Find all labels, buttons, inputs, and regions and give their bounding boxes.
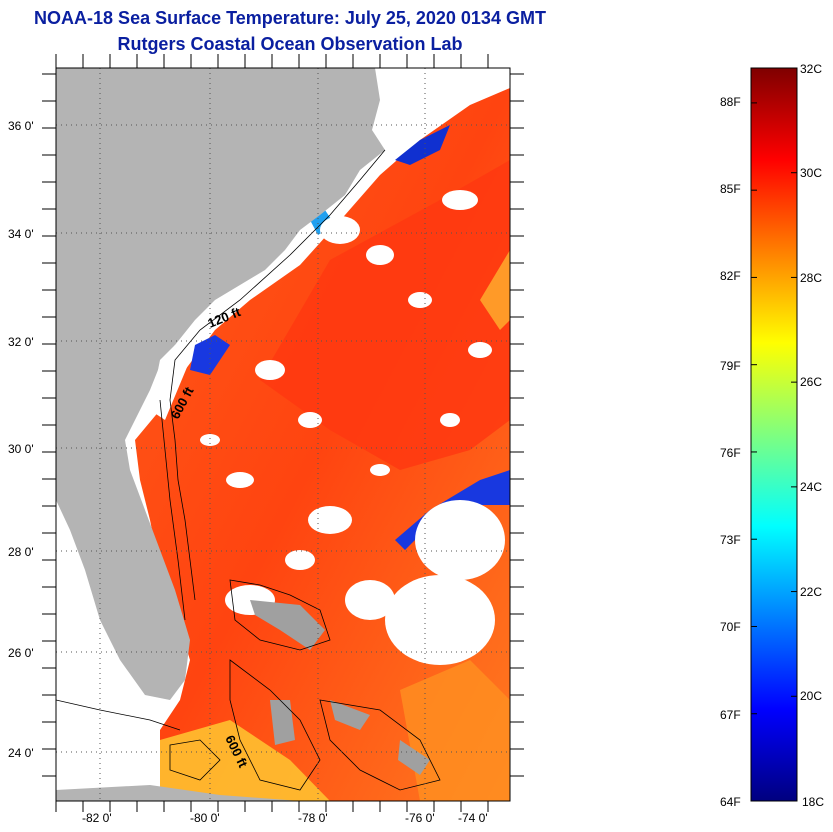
lon-tick-label: -82 0' — [82, 811, 112, 825]
fahrenheit-tick-label: 67F — [720, 708, 741, 722]
celsius-tick-label: 28C — [800, 271, 822, 285]
lon-tick-label: -78 0' — [298, 811, 328, 825]
sst-warm-patch — [260, 160, 510, 470]
cold-coastal-water — [395, 125, 450, 165]
celsius-tick-label: 24C — [800, 480, 822, 494]
bathymetry-contours — [56, 149, 441, 791]
land-us-coast — [56, 68, 385, 700]
colorbar-scale — [750, 67, 798, 802]
celsius-tick-label: 22C — [800, 585, 822, 599]
map-grid — [56, 68, 510, 801]
lat-tick-label: 30 0' — [8, 442, 34, 456]
map-frame — [55, 67, 511, 802]
bahamas-islands — [250, 600, 430, 775]
celsius-tick-label: 26C — [800, 375, 822, 389]
fahrenheit-tick-label: 85F — [720, 182, 741, 196]
lat-tick-label: 36 0' — [8, 119, 34, 133]
sst-cool-patch — [160, 720, 330, 801]
fahrenheit-tick-label: 64F — [720, 795, 741, 809]
celsius-tick-label: 30C — [800, 166, 822, 180]
map-title: NOAA-18 Sea Surface Temperature: July 25… — [34, 8, 546, 28]
lat-tick-label: 32 0' — [8, 335, 34, 349]
lat-tick-label: 24 0' — [8, 746, 34, 760]
fahrenheit-tick-label: 76F — [720, 446, 741, 460]
fahrenheit-ticks — [751, 102, 757, 802]
lon-tick-label: -74 0' — [458, 811, 488, 825]
lon-tick-label: -80 0' — [190, 811, 220, 825]
map-ticks — [42, 54, 524, 812]
lat-tick-label: 26 0' — [8, 646, 34, 660]
sst-cool-patch — [400, 660, 510, 801]
cloud-cover — [200, 190, 505, 665]
fahrenheit-tick-label: 88F — [720, 95, 741, 109]
fahrenheit-tick-label: 73F — [720, 533, 741, 547]
celsius-tick-label: 18C — [802, 795, 824, 809]
cold-coastal-water — [190, 335, 230, 375]
land-cuba — [56, 785, 300, 801]
celsius-tick-label: 32C — [800, 62, 822, 76]
fahrenheit-tick-label: 82F — [720, 269, 741, 283]
map-subtitle: Rutgers Coastal Ocean Observation Lab — [117, 34, 463, 54]
fahrenheit-tick-label: 79F — [720, 359, 741, 373]
lon-tick-label: -76 0' — [405, 811, 435, 825]
lat-tick-label: 28 0' — [8, 545, 34, 559]
celsius-ticks — [791, 67, 797, 802]
sst-warm-patch — [480, 250, 510, 330]
lat-tick-label: 34 0' — [8, 227, 34, 241]
fahrenheit-tick-label: 70F — [720, 620, 741, 634]
celsius-tick-label: 20C — [800, 689, 822, 703]
